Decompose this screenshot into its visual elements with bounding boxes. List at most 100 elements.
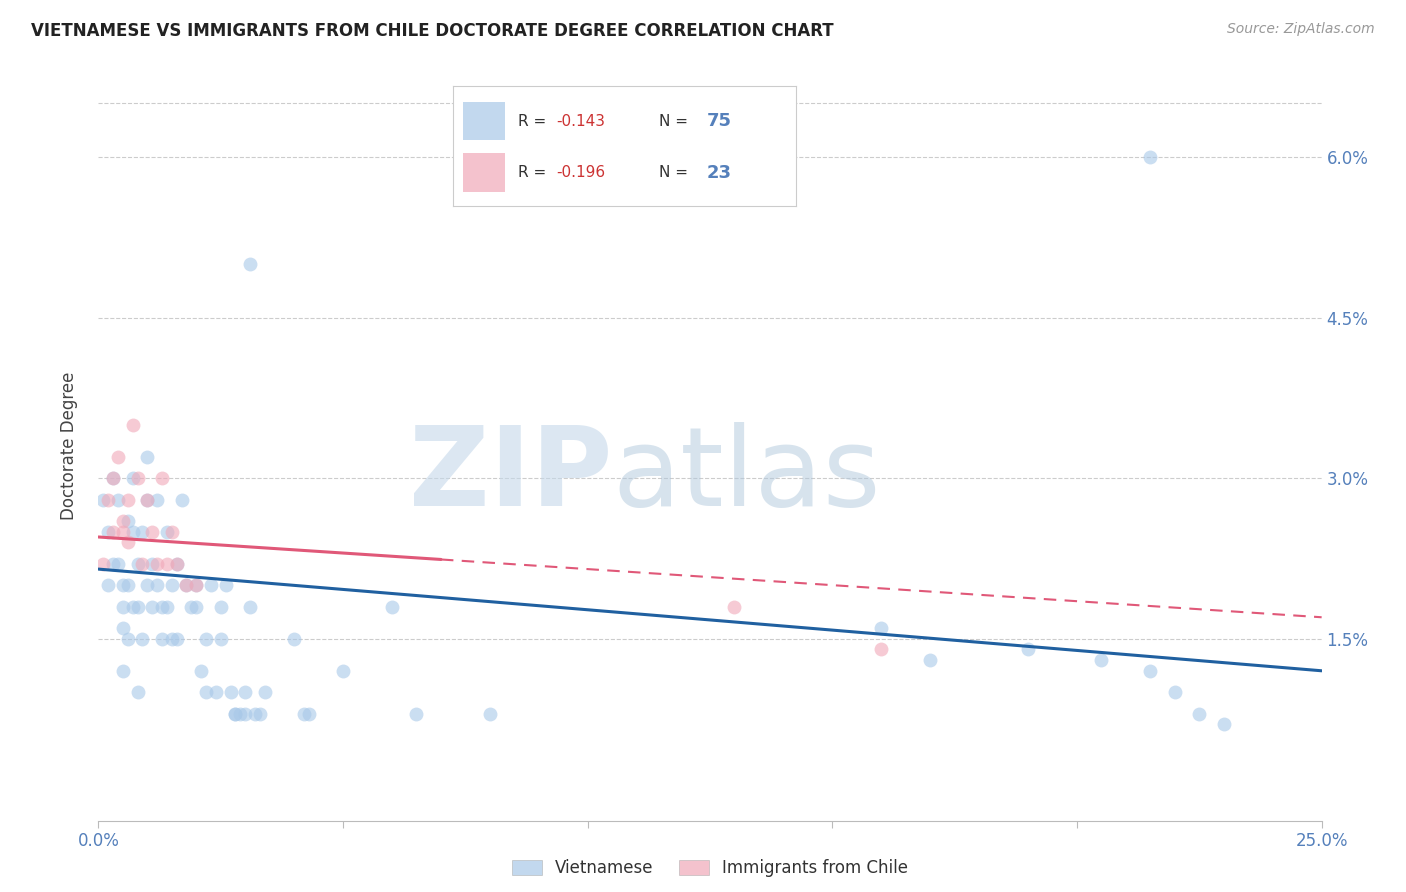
Point: [117, 514, 139, 528]
Point: [224, 706, 246, 721]
Point: [107, 450, 129, 464]
Point: [117, 535, 139, 549]
Point: [97, 492, 120, 507]
Point: [107, 557, 129, 571]
Point: [97, 578, 120, 592]
Point: [723, 599, 745, 614]
Point: [205, 685, 228, 699]
Point: [136, 450, 159, 464]
Point: [117, 492, 139, 507]
Point: [239, 257, 262, 271]
Point: [150, 471, 173, 485]
Point: [253, 685, 276, 699]
Point: [141, 557, 163, 571]
Point: [117, 578, 139, 592]
Text: VIETNAMESE VS IMMIGRANTS FROM CHILE DOCTORATE DEGREE CORRELATION CHART: VIETNAMESE VS IMMIGRANTS FROM CHILE DOCT…: [31, 22, 834, 40]
Point: [233, 685, 256, 699]
Point: [156, 599, 179, 614]
Point: [111, 524, 134, 539]
Point: [186, 578, 208, 592]
Point: [121, 471, 143, 485]
Point: [292, 706, 315, 721]
Point: [229, 706, 252, 721]
Point: [870, 621, 893, 635]
Point: [381, 599, 404, 614]
Point: [186, 578, 208, 592]
Point: [101, 471, 124, 485]
Point: [141, 524, 163, 539]
Point: [131, 524, 153, 539]
Point: [107, 492, 129, 507]
Point: [117, 632, 139, 646]
Point: [97, 524, 120, 539]
Point: [91, 557, 114, 571]
Point: [166, 557, 188, 571]
Point: [186, 599, 208, 614]
Point: [1139, 150, 1161, 164]
Point: [170, 492, 193, 507]
Point: [146, 578, 169, 592]
Point: [209, 632, 232, 646]
Point: [176, 578, 198, 592]
Point: [180, 599, 202, 614]
Point: [111, 514, 134, 528]
Point: [121, 524, 143, 539]
Point: [146, 557, 169, 571]
Point: [1188, 706, 1211, 721]
Point: [332, 664, 354, 678]
Point: [136, 578, 159, 592]
Point: [239, 599, 262, 614]
Point: [160, 578, 183, 592]
Point: [91, 492, 114, 507]
Point: [121, 599, 143, 614]
Point: [214, 578, 236, 592]
Legend: Vietnamese, Immigrants from Chile: Vietnamese, Immigrants from Chile: [505, 852, 915, 883]
Point: [1212, 717, 1234, 731]
Point: [166, 632, 188, 646]
Point: [190, 664, 212, 678]
Y-axis label: Doctorate Degree: Doctorate Degree: [59, 372, 77, 520]
Point: [243, 706, 266, 721]
Point: [233, 706, 256, 721]
Point: [156, 524, 179, 539]
Point: [127, 471, 149, 485]
Point: [478, 706, 501, 721]
Point: [209, 599, 232, 614]
Text: ZIP: ZIP: [409, 423, 612, 530]
Point: [101, 524, 124, 539]
Text: atlas: atlas: [612, 423, 880, 530]
Point: [870, 642, 893, 657]
Point: [283, 632, 305, 646]
Point: [405, 706, 427, 721]
Point: [166, 557, 188, 571]
Point: [200, 578, 222, 592]
Point: [224, 706, 246, 721]
Point: [111, 599, 134, 614]
Point: [111, 664, 134, 678]
Point: [131, 557, 153, 571]
Point: [127, 685, 149, 699]
Point: [101, 557, 124, 571]
Point: [131, 632, 153, 646]
Point: [111, 621, 134, 635]
Point: [195, 632, 218, 646]
Point: [219, 685, 242, 699]
Point: [141, 599, 163, 614]
Point: [298, 706, 321, 721]
Point: [195, 685, 218, 699]
Point: [127, 557, 149, 571]
Point: [160, 524, 183, 539]
Point: [1090, 653, 1112, 667]
Point: [101, 471, 124, 485]
Point: [136, 492, 159, 507]
Point: [150, 599, 173, 614]
Point: [920, 653, 942, 667]
Point: [150, 632, 173, 646]
Point: [136, 492, 159, 507]
Point: [127, 599, 149, 614]
Point: [176, 578, 198, 592]
Point: [1164, 685, 1187, 699]
Point: [146, 492, 169, 507]
Point: [249, 706, 271, 721]
Point: [156, 557, 179, 571]
